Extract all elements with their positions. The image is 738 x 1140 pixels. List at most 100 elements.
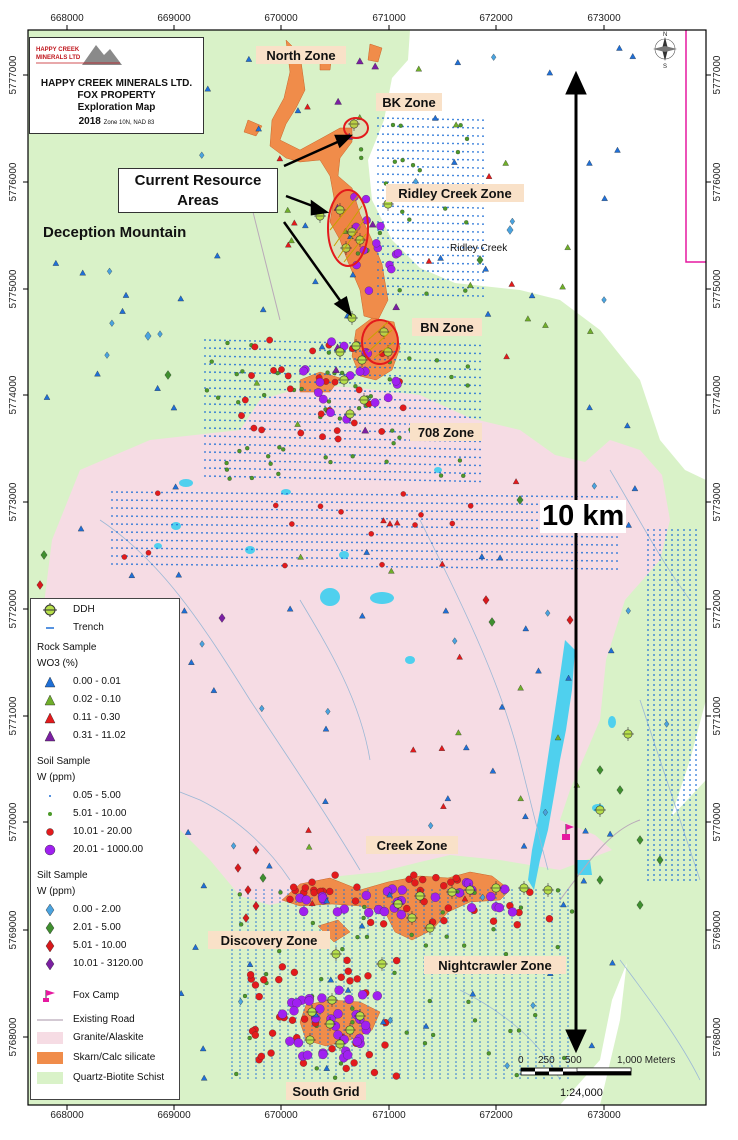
soil-sample-point: [519, 1037, 521, 1039]
soil-sample-point: [407, 293, 409, 296]
soil-sample-point: [263, 929, 265, 931]
soil-sample-point: [479, 400, 481, 403]
soil-sample-point: [421, 494, 423, 496]
soil-sample-point: [439, 407, 441, 410]
soil-sample-point: [314, 413, 316, 416]
soil-sample-point: [367, 1013, 369, 1015]
soil-sample-point: [461, 550, 463, 553]
soil-sample-point: [495, 989, 497, 991]
soil-sample-point: [351, 1073, 353, 1075]
soil-sample-point: [386, 541, 388, 544]
soil-sample-point: [566, 543, 568, 546]
soil-sample-point: [351, 957, 353, 959]
soil-sample-point: [231, 921, 233, 923]
soil-sample-point: [274, 340, 276, 343]
soil-sample-point: [391, 937, 393, 939]
soil-sample-point: [402, 117, 404, 120]
soil-sample-point: [361, 509, 363, 512]
soil-sample-point: [479, 929, 481, 931]
soil-sample-point: [689, 624, 691, 626]
soil-sample-point: [343, 929, 345, 931]
soil-sample-point: [255, 1045, 257, 1047]
soil-sample-point: [161, 499, 163, 502]
soil-sample-point: [526, 559, 528, 562]
soil-sample-point: [479, 1057, 481, 1059]
soil-sample-point: [381, 533, 383, 536]
soil-sample-point: [111, 539, 113, 541]
soil-sample-point: [379, 374, 381, 377]
soil-sample-point: [471, 985, 473, 987]
soil-sample-point: [339, 421, 341, 424]
soil-sample-point: [506, 567, 508, 569]
soil-sample-point: [316, 509, 318, 511]
soil-sample-point: [677, 794, 679, 796]
soil-sample-point: [396, 493, 398, 496]
soil-sample-point: [442, 286, 444, 289]
soil-sample-point: [351, 909, 353, 911]
soil-sample-point: [271, 917, 273, 919]
soil-sample-point: [447, 166, 449, 169]
soil-sample-point: [349, 406, 351, 408]
soil-sample-point: [442, 150, 444, 153]
soil-sample-point: [214, 371, 216, 374]
soil-sample-point: [314, 405, 316, 408]
soil-sample-point: [462, 222, 464, 225]
soil-sample-point: [381, 549, 383, 552]
soil-sample-point: [647, 854, 649, 856]
soil-sample-point: [383, 1077, 385, 1079]
soil-sample-point: [467, 246, 469, 249]
soil-sample-point: [396, 517, 398, 520]
soil-sample-point: [116, 491, 118, 493]
soil-sample-point: [454, 408, 456, 410]
soil-sample-point: [404, 351, 406, 353]
soil-sample-point: [426, 550, 428, 553]
soil-sample-point: [151, 547, 153, 550]
soil-sample-point: [171, 491, 173, 494]
soil-sample-point: [335, 925, 337, 927]
soil-sample-point: [279, 1049, 281, 1051]
soil-sample-point: [249, 412, 251, 414]
soil-sample-point: [439, 1013, 441, 1015]
soil-sample-point: [407, 889, 409, 891]
soil-sample-point: [415, 957, 417, 959]
soil-sample-point: [671, 804, 673, 806]
soil-sample-point: [239, 339, 241, 342]
soil-sample-point: [653, 589, 655, 591]
soil-sample-point: [671, 809, 673, 811]
soil-sample-point: [321, 541, 323, 543]
soil-sample-point: [503, 921, 505, 923]
soil-sample-point: [519, 1005, 521, 1007]
soil-sample-point: [382, 133, 384, 136]
soil-sample-point: [359, 430, 361, 432]
soil-sample-point: [414, 407, 416, 410]
soil-sample-point: [495, 1025, 497, 1027]
soil-sample-point: [351, 985, 353, 987]
soil-sample-point: [444, 455, 446, 458]
soil-sample-point: [394, 438, 396, 441]
soil-sample-point: [431, 917, 433, 919]
soil-sample-point: [304, 413, 306, 415]
soil-sample-point: [412, 117, 414, 120]
soil-sample-point: [359, 953, 361, 955]
soil-sample-point: [274, 396, 276, 399]
soil-sample-point: [387, 125, 389, 128]
soil-sample-point: [527, 1009, 529, 1011]
soil-sample-point: [431, 977, 433, 979]
soil-sample-point: [501, 551, 503, 553]
soil-sample-point: [279, 905, 281, 907]
soil-sample-point: [229, 435, 231, 438]
soil-sample-point: [239, 467, 241, 470]
soil-sample-point: [319, 461, 321, 464]
soil-sample-point: [455, 1033, 457, 1035]
soil-sample-point: [401, 534, 403, 536]
soil-sample-point: [291, 532, 293, 535]
soil-sample-point: [374, 454, 376, 457]
soil-sample-point: [263, 913, 265, 915]
soil-sample-point: [653, 874, 655, 876]
soil-sample-point: [463, 1045, 465, 1047]
soil-sample-point: [146, 531, 148, 534]
soil-sample-point: [665, 654, 667, 656]
soil-sample-point: [434, 415, 436, 418]
soil-sample-point: [422, 142, 424, 144]
soil-sample-point: [284, 444, 286, 447]
